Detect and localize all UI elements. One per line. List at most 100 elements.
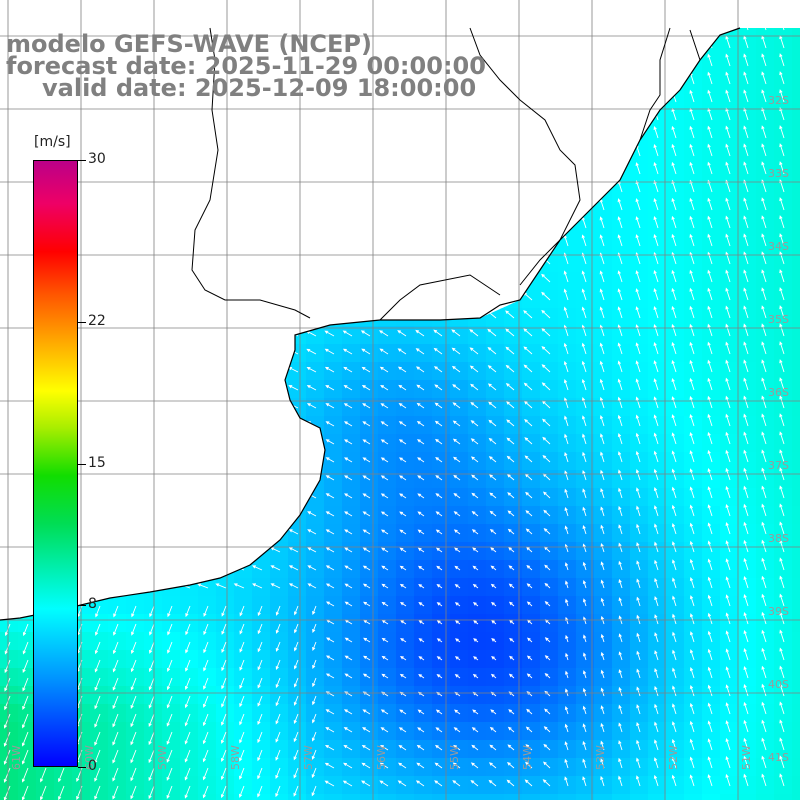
- wind-arrow: [160, 277, 173, 283]
- wind-speed-cell: [0, 254, 19, 273]
- wind-arrow: [582, 598, 587, 607]
- wind-arrow: [398, 384, 407, 391]
- wind-arrow: [196, 331, 209, 337]
- wind-arrow: [106, 134, 119, 139]
- wind-arrow: [232, 150, 245, 157]
- wind-arrow: [525, 726, 533, 733]
- wind-arrow: [779, 233, 785, 247]
- wind-speed-cell: [144, 362, 163, 381]
- wind-arrow: [239, 641, 245, 653]
- wind-arrow: [395, 203, 407, 211]
- wind-arrow: [432, 311, 443, 319]
- wind-arrow: [541, 219, 551, 229]
- wind-speed-cell: [180, 200, 199, 219]
- wind-speed-cell: [90, 110, 109, 129]
- wind-arrow: [491, 619, 497, 625]
- wind-arrow: [436, 673, 443, 679]
- wind-speed-cell: [540, 110, 559, 129]
- wind-arrow: [377, 131, 389, 139]
- wind-speed-cell: [306, 200, 325, 219]
- wind-arrow: [618, 524, 623, 535]
- wind-speed-cell: [162, 236, 181, 255]
- wind-arrow: [489, 492, 497, 499]
- wind-arrow: [215, 529, 227, 535]
- wind-arrow: [124, 385, 137, 391]
- wind-arrow: [359, 149, 371, 157]
- wind-speed-cell: [0, 542, 19, 561]
- wind-arrow: [341, 149, 353, 157]
- wind-arrow: [671, 486, 677, 499]
- wind-arrow: [506, 473, 515, 481]
- wind-arrow: [435, 475, 443, 481]
- wind-speed-cell: [180, 488, 199, 507]
- wind-speed-cell: [486, 254, 505, 273]
- wind-speed-cell: [324, 236, 343, 255]
- wind-arrow: [342, 330, 353, 337]
- wind-speed-cell: [234, 308, 253, 327]
- wind-arrow: [582, 543, 587, 553]
- wind-arrow: [413, 184, 425, 193]
- wind-arrow: [257, 623, 263, 635]
- wind-arrow: [490, 583, 497, 589]
- wind-arrow: [215, 547, 227, 553]
- wind-arrow: [435, 547, 443, 553]
- wind-arrow: [124, 277, 137, 283]
- wind-speed-cell: [162, 488, 181, 507]
- wind-arrow: [178, 115, 191, 121]
- wind-arrow: [544, 601, 551, 607]
- wind-speed-cell: [108, 362, 127, 381]
- wind-arrow: [130, 641, 137, 654]
- wind-speed-cell: [450, 200, 469, 219]
- wind-arrow: [414, 221, 425, 229]
- wind-speed-cell: [234, 362, 253, 381]
- wind-arrow: [671, 341, 677, 355]
- wind-arrow: [160, 187, 173, 193]
- wind-arrow: [397, 780, 407, 787]
- wind-speed-cell: [324, 290, 343, 309]
- wind-speed-cell: [126, 758, 145, 777]
- wind-arrow: [380, 493, 389, 499]
- wind-arrow: [257, 659, 263, 671]
- wind-arrow: [689, 35, 695, 49]
- wind-arrow: [486, 238, 497, 247]
- wind-speed-cell: [234, 524, 253, 543]
- wind-arrow: [486, 40, 497, 49]
- wind-speed-cell: [486, 200, 505, 219]
- wind-arrow: [779, 611, 785, 625]
- wind-speed-cell: [360, 272, 379, 291]
- wind-arrow: [88, 440, 101, 445]
- wind-arrow: [454, 656, 461, 661]
- wind-speed-cell: [270, 308, 289, 327]
- wind-arrow: [106, 350, 119, 355]
- wind-arrow: [582, 634, 587, 643]
- wind-arrow: [160, 133, 173, 139]
- wind-arrow: [160, 169, 173, 175]
- wind-speed-cell: [558, 182, 577, 201]
- wind-arrow: [725, 702, 731, 715]
- wind-arrow: [564, 723, 569, 733]
- wind-arrow: [506, 779, 515, 787]
- wind-arrow: [600, 542, 605, 553]
- wind-arrow: [635, 54, 641, 67]
- wind-arrow: [94, 695, 101, 710]
- wind-arrow: [600, 597, 605, 607]
- wind-arrow: [487, 383, 497, 391]
- wind-speed-cell: [198, 344, 217, 363]
- wind-speed-cell: [792, 164, 800, 183]
- wind-arrow: [504, 112, 515, 121]
- wind-arrow: [22, 623, 29, 637]
- wind-speed-cell: [792, 236, 800, 255]
- wind-arrow: [178, 331, 191, 337]
- wind-arrow: [779, 629, 785, 643]
- wind-arrow: [469, 347, 479, 355]
- wind-arrow: [452, 762, 461, 769]
- wind-arrow: [564, 415, 569, 427]
- wind-arrow: [178, 259, 191, 265]
- wind-arrow: [689, 595, 695, 607]
- wind-arrow: [106, 188, 119, 193]
- wind-speed-cell: [234, 326, 253, 345]
- wind-arrow: [653, 287, 659, 301]
- wind-arrow: [160, 511, 173, 517]
- wind-arrow: [148, 659, 155, 673]
- wind-arrow: [269, 385, 281, 391]
